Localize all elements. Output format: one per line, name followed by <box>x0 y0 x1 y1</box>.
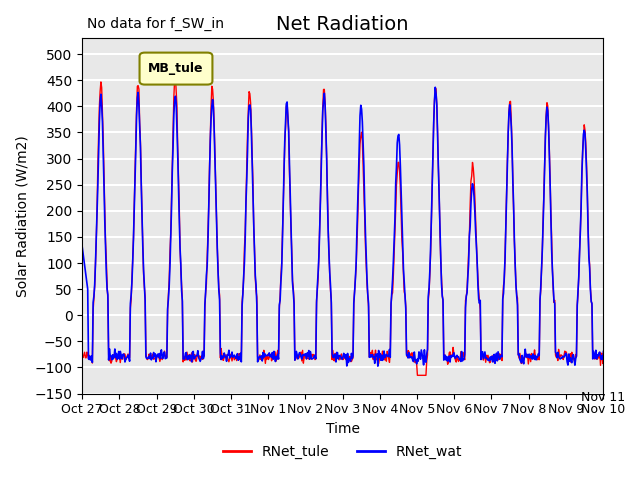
Line: RNet_wat: RNet_wat <box>83 87 640 366</box>
RNet_tule <box>204 256 211 262</box>
RNet_tule <box>233 358 241 363</box>
RNet_tule <box>636 354 640 360</box>
FancyBboxPatch shape <box>140 53 212 84</box>
RNet_wat <box>431 84 439 90</box>
Line: RNet_tule: RNet_tule <box>83 75 640 375</box>
RNet_wat <box>146 356 154 361</box>
Text: MB_tule: MB_tule <box>148 62 204 75</box>
RNet_wat <box>374 363 381 369</box>
Text: Nov 11: Nov 11 <box>581 391 625 405</box>
RNet_tule <box>88 360 96 366</box>
RNet_wat <box>203 272 211 278</box>
RNet_tule <box>146 353 154 359</box>
RNet_wat <box>636 352 640 358</box>
RNet_wat <box>79 244 86 250</box>
RNet_tule <box>413 372 421 378</box>
RNet_wat <box>430 120 438 125</box>
RNet_wat <box>447 353 454 359</box>
RNet_wat <box>232 356 240 361</box>
RNet_tule <box>447 355 454 360</box>
Title: Net Radiation: Net Radiation <box>276 15 409 34</box>
X-axis label: Time: Time <box>326 422 360 436</box>
RNet_wat <box>88 360 96 365</box>
RNet_tule <box>172 72 179 78</box>
RNet_tule <box>431 97 438 103</box>
Legend: RNet_tule, RNet_wat: RNet_tule, RNet_wat <box>217 440 468 465</box>
RNet_tule <box>79 353 86 359</box>
Y-axis label: Solar Radiation (W/m2): Solar Radiation (W/m2) <box>15 135 29 297</box>
Text: No data for f_SW_in: No data for f_SW_in <box>88 17 225 31</box>
